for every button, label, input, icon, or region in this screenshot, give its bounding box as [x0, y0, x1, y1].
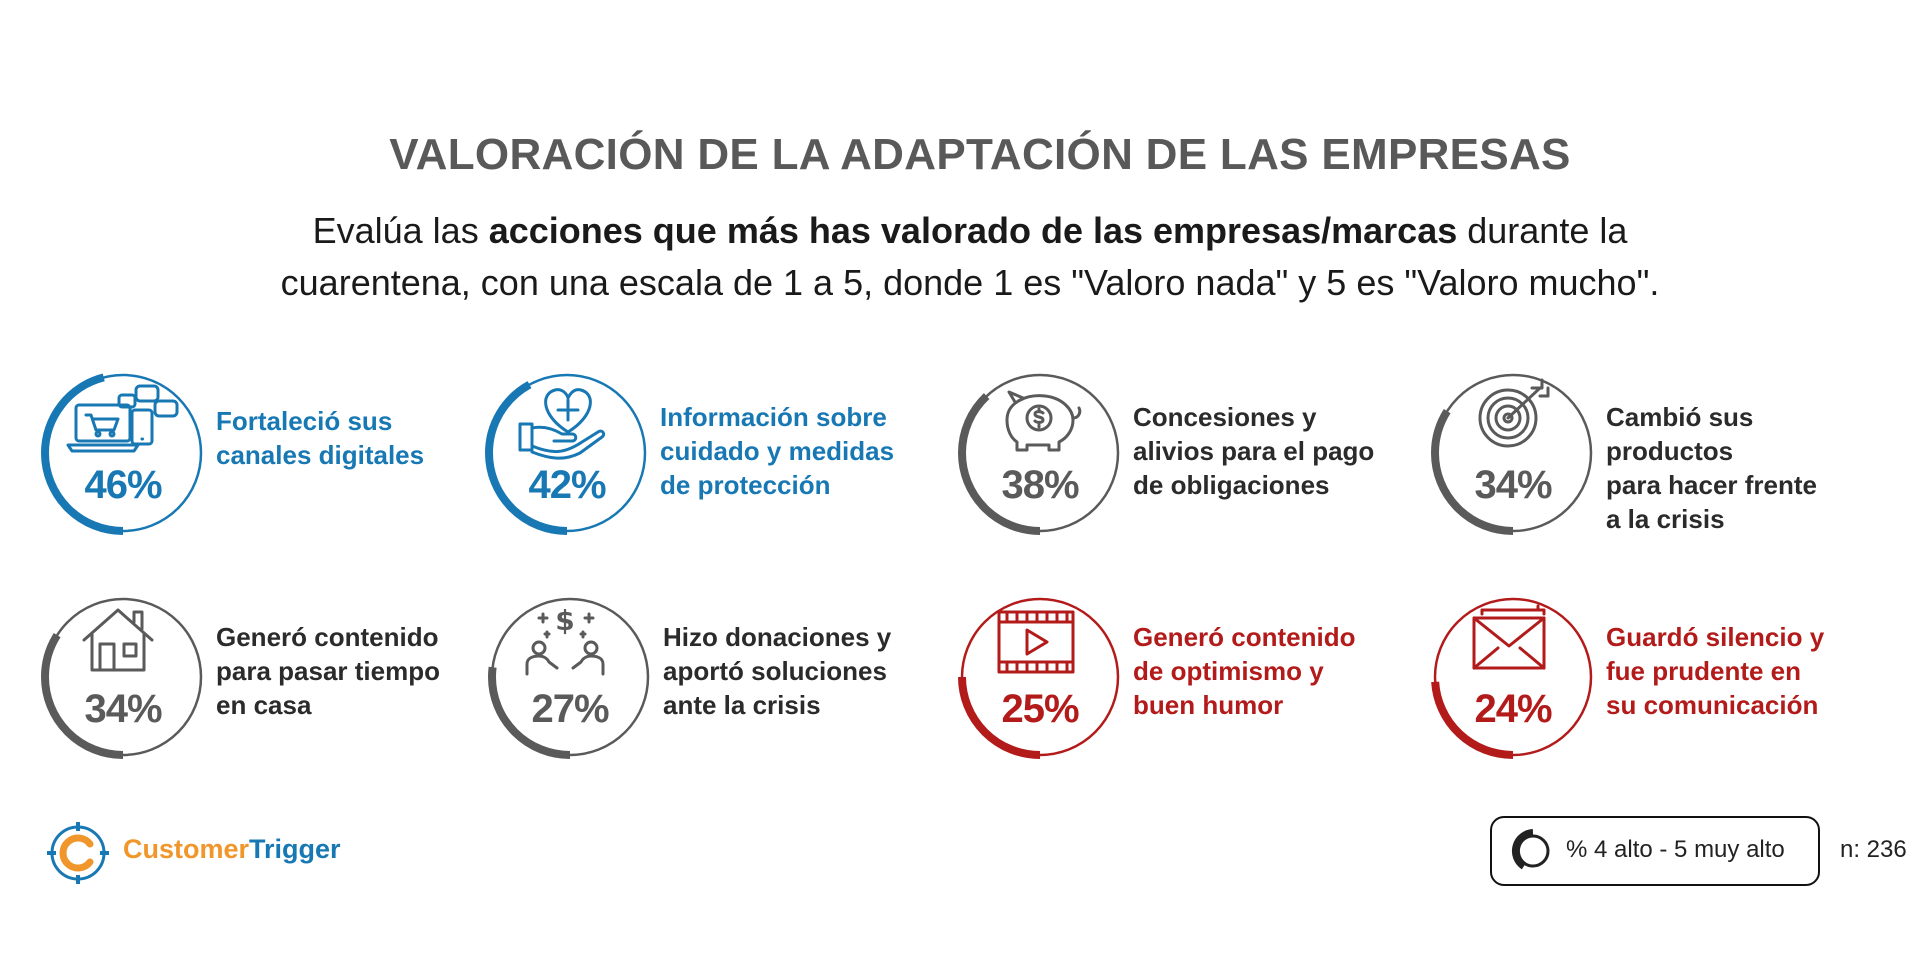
metric-label: Guardó silencio y fue prudente en su com…: [1606, 620, 1886, 722]
metric-value: 34%: [1474, 463, 1552, 507]
label-line: Cambió sus productos: [1606, 402, 1754, 466]
label-line: a la crisis: [1606, 504, 1725, 534]
metric-value: 24%: [1474, 687, 1552, 731]
label-line: Fortaleció sus: [216, 406, 393, 436]
question-bold: acciones que más has valorado de las emp…: [488, 210, 1458, 251]
label-line: alivios para el pago: [1133, 436, 1375, 466]
label-line: de optimismo y: [1133, 656, 1324, 686]
svg-text:$: $: [555, 604, 574, 637]
metric-value: 34%: [84, 687, 162, 731]
sample-size: n: 236: [1840, 836, 1907, 863]
label-line: buen humor: [1133, 690, 1284, 720]
label-line: su comunicación: [1606, 690, 1819, 720]
metric-card-digital-channels: 46% Fortaleció sus canales digitales: [38, 368, 498, 538]
label-line: en casa: [216, 690, 312, 720]
progress-ring: [41, 595, 205, 759]
target-c-logo-icon: [47, 822, 109, 884]
house-icon: [82, 608, 154, 672]
progress-ring: [41, 371, 205, 535]
brand-name: CustomerTrigger: [123, 834, 341, 865]
label-line: canales digitales: [216, 440, 425, 470]
question-post: durante la: [1457, 210, 1628, 251]
heart-hand-icon: [518, 388, 606, 460]
label-line: para pasar tiempo: [216, 656, 440, 686]
metric-value: 42%: [528, 463, 606, 507]
label-line: Hizo donaciones y: [663, 622, 892, 652]
label-line: cuidado y medidas: [660, 436, 895, 466]
metric-label: Fortaleció sus canales digitales: [216, 404, 496, 472]
metric-label: Cambió sus productos para hacer frente a…: [1606, 400, 1886, 536]
ring-gauge-icon: [1511, 829, 1550, 870]
piggy-bank-icon: [1005, 390, 1082, 452]
question-line-2: cuarentena, con una escala de 1 a 5, don…: [280, 262, 1660, 303]
label-line: Generó contenido: [216, 622, 439, 652]
progress-ring: [1431, 371, 1595, 535]
progress-ring: [958, 595, 1122, 759]
legend-box: % 4 alto - 5 muy alto: [1490, 816, 1820, 886]
metric-label: Generó contenido de optimismo y buen hum…: [1133, 620, 1413, 722]
donation-icon: $: [525, 604, 605, 676]
metric-value: 38%: [1001, 463, 1079, 507]
question-pre: Evalúa las: [312, 210, 489, 251]
film-play-icon: [997, 610, 1075, 674]
metric-value: 27%: [531, 687, 609, 731]
label-line: aportó soluciones: [663, 656, 887, 686]
label-line: Guardó silencio y: [1606, 622, 1825, 652]
label-line: Información sobre: [660, 402, 887, 432]
metric-card-changed-products: 34% Cambió sus productos para hacer fren…: [1428, 368, 1888, 538]
brand-part-1: Customer: [123, 834, 250, 864]
page-title: VALORACIÓN DE LA ADAPTACIÓN DE LAS EMPRE…: [389, 130, 1571, 179]
metric-label: Concesiones y alivios para el pago de ob…: [1133, 400, 1413, 502]
question-text: Evalúa las acciones que más has valorado…: [175, 205, 1765, 309]
metric-card-donations: $ 27% Hizo donaciones y aportó solucione…: [485, 592, 945, 762]
legend-text: % 4 alto - 5 muy alto: [1566, 836, 1785, 863]
metric-card-care-information: 42% Información sobre cuidado y medidas …: [482, 368, 942, 538]
label-line: de protección: [660, 470, 831, 500]
progress-ring: [485, 371, 649, 535]
label-line: de obligaciones: [1133, 470, 1330, 500]
envelope-icon: [1472, 604, 1546, 670]
label-line: fue prudente en: [1606, 656, 1802, 686]
metric-card-optimism: 25% Generó contenido de optimismo y buen…: [955, 592, 1415, 762]
metric-card-payment-relief: 38% Concesiones y alivios para el pago d…: [955, 368, 1415, 538]
label-line: Generó contenido: [1133, 622, 1356, 652]
laptop-cart-icon: [66, 384, 179, 453]
metric-value: 46%: [84, 463, 162, 507]
progress-ring: [958, 371, 1122, 535]
progress-ring: $: [488, 595, 652, 759]
target-icon: [1478, 378, 1550, 448]
metric-label: Información sobre cuidado y medidas de p…: [660, 400, 940, 502]
label-line: ante la crisis: [663, 690, 821, 720]
metric-label: Hizo donaciones y aportó soluciones ante…: [663, 620, 943, 722]
metric-value: 25%: [1001, 687, 1079, 731]
label-line: Concesiones y: [1133, 402, 1317, 432]
customertrigger-logo: CustomerTrigger: [45, 820, 341, 884]
label-line: para hacer frente: [1606, 470, 1817, 500]
progress-ring: [1431, 595, 1595, 759]
metric-card-prudent-silence: 24% Guardó silencio y fue prudente en su…: [1428, 592, 1888, 762]
brand-part-2: Trigger: [249, 834, 341, 864]
metric-label: Generó contenido para pasar tiempo en ca…: [216, 620, 496, 722]
metric-card-home-content: 34% Generó contenido para pasar tiempo e…: [38, 592, 498, 762]
